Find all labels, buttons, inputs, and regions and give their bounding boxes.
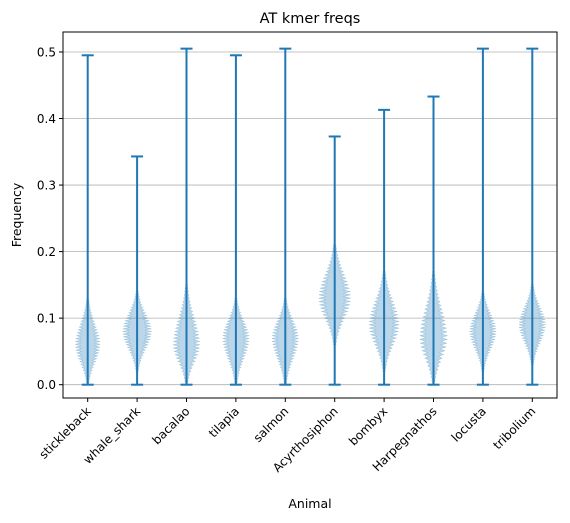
y-axis-label: Frequency xyxy=(9,182,24,247)
y-tick-label: 0.5 xyxy=(37,45,56,59)
x-tick-label: locusta xyxy=(449,404,489,444)
x-tick-label: tilapia xyxy=(206,404,242,440)
x-axis-label: Animal xyxy=(288,496,331,511)
whiskers xyxy=(81,47,539,386)
plot-frame xyxy=(62,31,558,399)
y-axis-ticks: 0.0 0.1 0.2 0.3 0.4 0.5 xyxy=(37,45,63,392)
y-tick-label: 0.3 xyxy=(37,179,56,193)
x-tick-label: salmon xyxy=(251,404,292,445)
chart-title: AT kmer freqs xyxy=(260,11,361,27)
x-tick-label: bacalao xyxy=(150,404,193,447)
violin-bodies xyxy=(74,244,546,385)
y-tick-label: 0.1 xyxy=(37,312,56,326)
y-tick-label: 0.2 xyxy=(37,245,56,259)
y-tick-label: 0.4 xyxy=(37,112,56,126)
grid-lines xyxy=(63,51,557,386)
y-tick-label: 0.0 xyxy=(37,378,56,392)
x-tick-label: tribolium xyxy=(490,404,538,452)
x-tick-label: bombyx xyxy=(346,404,390,448)
